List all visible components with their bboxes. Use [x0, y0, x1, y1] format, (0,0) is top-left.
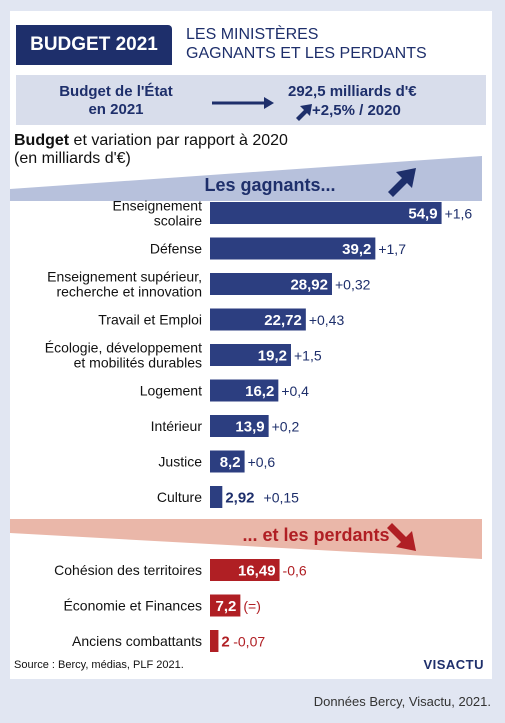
winner-bar [210, 450, 245, 473]
state-budget-value: 292,5 milliards d'€ [288, 83, 417, 100]
loser-value: 2 [221, 634, 229, 651]
header-subtitle: LES MINISTÈRES GAGNANTS ET LES PERDANTS [186, 25, 486, 63]
winner-bar [210, 202, 442, 224]
winner-label: et mobilités durables [74, 355, 202, 371]
source-note: Source : Bercy, médias, PLF 2021. [14, 659, 184, 671]
winner-variation: +1,6 [445, 206, 473, 222]
winner-variation: +0,43 [309, 312, 345, 328]
winner-label: Culture [157, 489, 202, 505]
winner-bar [210, 237, 376, 260]
winner-label: scolaire [154, 213, 202, 229]
winner-label: Intérieur [151, 418, 203, 434]
header-subtitle-line1: LES MINISTÈRES [186, 26, 319, 43]
winner-variation: +0,32 [335, 277, 371, 293]
winner-value: 39,2 [342, 241, 371, 258]
state-budget-label-line2: en 2021 [88, 101, 144, 118]
winner-bar [210, 308, 306, 331]
winner-label: Justice [158, 454, 202, 470]
winner-value: 2,92 [225, 490, 254, 507]
winner-value: 13,9 [235, 419, 264, 436]
loser-bar [210, 630, 219, 652]
loser-variation: -0,6 [283, 563, 307, 579]
loser-label: Anciens combattants [72, 633, 202, 649]
loser-value: 16,49 [238, 563, 276, 580]
state-budget-label-line1: Budget de l'État [59, 83, 173, 100]
winner-value: 22,72 [264, 312, 302, 329]
winner-bar [210, 379, 279, 402]
winner-variation: +0,6 [248, 454, 276, 470]
loser-variation: (=) [243, 598, 261, 614]
chart-subtitle-rest: et variation par rapport à 2020 [69, 132, 288, 149]
chart-unit: (en milliards d'€) [14, 150, 131, 167]
chart-subtitle: Budget et variation par rapport à 2020 (… [14, 132, 288, 168]
winner-bar [210, 415, 269, 437]
state-budget-band: Budget de l'État en 2021 292,5 milliards… [16, 75, 486, 125]
winner-label: Logement [140, 383, 202, 399]
winner-variation: +0,4 [281, 383, 309, 399]
data-credit: Données Bercy, Visactu, 2021. [313, 694, 491, 709]
loser-label: Cohésion des territoires [54, 562, 202, 578]
loser-label: Économie et Finances [63, 598, 202, 614]
winner-label: recherche et innovation [56, 284, 202, 300]
winner-value: 19,2 [258, 348, 287, 365]
winner-label: Travail et Emploi [98, 312, 202, 328]
loser-variation: -0,07 [233, 634, 265, 650]
winner-label: Défense [150, 241, 202, 257]
winner-label: Enseignement supérieur, [47, 269, 202, 285]
visactu-logo: VISACTU [423, 657, 484, 672]
losers-heading: ... et les perdants [242, 525, 389, 545]
winner-label: Enseignement [112, 198, 202, 214]
header-subtitle-line2: GAGNANTS ET LES PERDANTS [186, 45, 427, 62]
winner-variation: +0,2 [272, 419, 300, 435]
chart-subtitle-bold: Budget [14, 132, 70, 149]
winner-variation: +1,5 [294, 348, 322, 364]
state-budget-label: Budget de l'État en 2021 [36, 83, 196, 119]
loser-bar [210, 559, 280, 581]
title-badge: BUDGET 2021 [16, 25, 172, 65]
winner-value: 8,2 [220, 454, 241, 471]
winners-band [10, 156, 482, 201]
infographic-card: BUDGET 2021 LES MINISTÈRES GAGNANTS ET L… [10, 11, 492, 679]
winner-value: 28,92 [290, 277, 328, 294]
loser-value: 7,2 [216, 598, 237, 615]
losers-down-arrow-icon [387, 523, 416, 551]
winners-heading: Les gagnants... [204, 175, 335, 195]
up-right-arrow-icon [296, 104, 312, 121]
winner-bar [210, 344, 291, 366]
winner-bar [210, 273, 332, 295]
winner-variation: +1,7 [378, 241, 406, 257]
winners-up-arrow-icon [388, 168, 416, 197]
right-arrow-icon [212, 97, 274, 109]
state-budget-variation: +2,5% / 2020 [312, 102, 401, 119]
winner-label: Écologie, développement [45, 340, 202, 356]
winner-variation: +0,15 [264, 490, 300, 506]
winner-value: 16,2 [245, 383, 274, 400]
loser-bar [210, 594, 241, 617]
losers-band [10, 519, 482, 559]
winner-bar [210, 486, 223, 508]
winner-value: 54,9 [408, 206, 437, 223]
state-arrows [212, 97, 312, 121]
